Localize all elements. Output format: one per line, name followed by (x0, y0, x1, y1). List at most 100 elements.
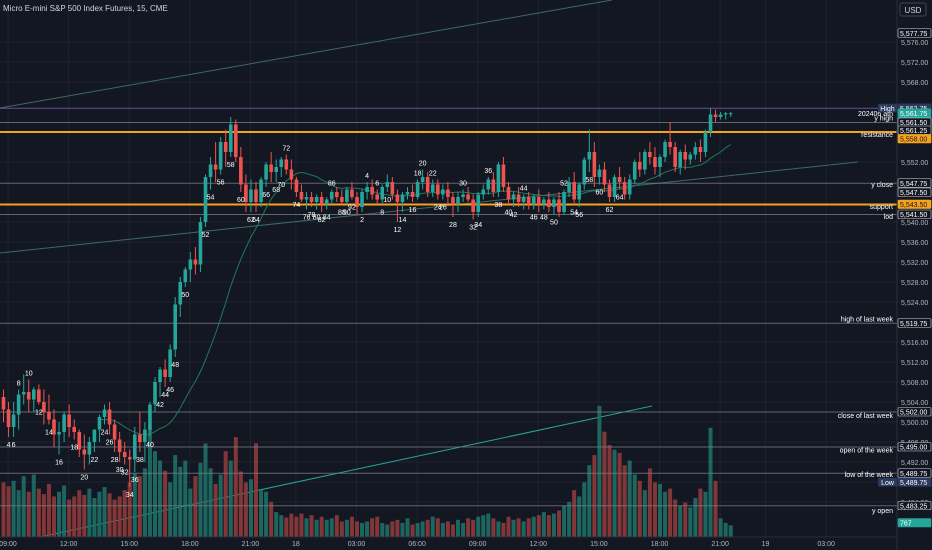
volume-bar (415, 522, 420, 537)
candle (370, 179, 374, 200)
candle-body (193, 259, 198, 265)
candle-body (723, 113, 728, 115)
candle-body (143, 429, 147, 442)
time-tick-label: 12:00 (60, 541, 78, 548)
price-badge-value: 5,561.25 (900, 128, 927, 135)
candle-body (133, 434, 137, 460)
candle (127, 449, 132, 487)
level-label: y close (871, 182, 893, 189)
bar-count-label: 70 (277, 182, 285, 189)
candle (430, 179, 435, 197)
currency-box[interactable] (899, 2, 927, 17)
volume-bar (52, 496, 56, 537)
volume-bar (551, 513, 556, 537)
candle (557, 192, 561, 217)
price-tick-label: 5,540.00 (901, 220, 928, 227)
trendlines (0, 0, 859, 538)
candle (42, 389, 46, 425)
price-axis[interactable]: 5,576.00 5,572.00 5,568.00 5,552.00 5,540.00… (878, 0, 932, 550)
candle-body (360, 192, 364, 207)
candle (138, 412, 142, 452)
bar-count-label: 22 (91, 457, 99, 464)
time-axis[interactable]: 09:00 12:00 15:00 18:00 21:00 18 03:00 06:00 09:… (0, 536, 897, 548)
price-axis-background (897, 0, 932, 550)
candle (481, 184, 486, 200)
candle (47, 394, 51, 425)
candle (133, 427, 137, 472)
candle (587, 129, 592, 172)
candle-body (198, 222, 203, 265)
price-badge-tag: High (880, 106, 895, 113)
candle (653, 147, 657, 175)
candle (612, 174, 617, 202)
candle (597, 164, 602, 185)
bar-count-label: 14 (45, 430, 53, 437)
price-badge-value: 5,495.00 (900, 445, 927, 452)
candle (658, 154, 662, 177)
bar-count-label: 4 (365, 173, 369, 180)
volume-bar (188, 488, 193, 537)
candle-body (122, 452, 127, 457)
volume-bar (233, 437, 238, 537)
candle-body (597, 169, 602, 177)
bar-count-label: 16 (409, 207, 417, 214)
candle-body (622, 182, 627, 195)
candle-body (643, 152, 647, 170)
bar-count-label: 6 (375, 181, 379, 188)
candle-body (693, 147, 698, 155)
bar-count-label: 84 (323, 215, 331, 222)
bar-count-label: 68 (272, 187, 280, 194)
volume-bar (289, 513, 294, 537)
volume-bar (652, 482, 657, 537)
candle (713, 109, 718, 122)
price-badge: 5,541.50 (897, 209, 932, 219)
volume-bar (21, 476, 26, 537)
price-badge-box (897, 318, 932, 328)
volume-bar (557, 510, 561, 537)
candle (643, 149, 647, 175)
price-badges: 5,577.755,562.75High5,561.7502:235,561.5… (878, 28, 932, 528)
candle-body (254, 189, 258, 202)
volume-bar (668, 488, 673, 537)
price-tick-label: 5,512.00 (901, 360, 928, 367)
volume-bar (41, 494, 46, 537)
price-badge-box (897, 442, 932, 452)
volume-bar (673, 499, 678, 537)
candle (102, 404, 107, 425)
volume-bar (536, 515, 541, 537)
candle-body (42, 402, 46, 412)
volume-bar (567, 501, 572, 537)
volume-bar (400, 522, 405, 537)
candle-body (698, 147, 703, 152)
candle (663, 139, 667, 162)
candle-body (284, 159, 289, 170)
horizontal-levels (0, 107, 897, 507)
candle (259, 177, 263, 207)
candle (122, 442, 127, 465)
candle-body (82, 449, 87, 455)
level-label: close of last week (838, 413, 894, 420)
candle-body (441, 189, 445, 195)
chart-title: Micro E-mini S&P 500 Index Futures, 15, … (3, 4, 168, 13)
level-label: resistance (861, 132, 893, 139)
volume-bar (147, 427, 152, 537)
price-badge-box (897, 199, 932, 209)
candle (52, 409, 56, 447)
candle (254, 182, 258, 212)
volume-bar (208, 468, 213, 537)
price-badge-box (897, 468, 932, 478)
candle (193, 247, 198, 275)
candle-body (168, 349, 172, 377)
candle-body (557, 199, 561, 212)
price-badge: 5,489.75 Low (878, 477, 932, 487)
price-badge-box (897, 477, 932, 487)
volume-bar (360, 522, 365, 537)
candle (77, 429, 82, 457)
volume-bar (410, 524, 415, 537)
candle-body (521, 197, 526, 202)
volume-bar (228, 460, 233, 537)
bar-count-label: 32 (469, 225, 477, 232)
bar-count-label: 50 (181, 292, 189, 299)
level-label: open of the week (840, 448, 894, 455)
